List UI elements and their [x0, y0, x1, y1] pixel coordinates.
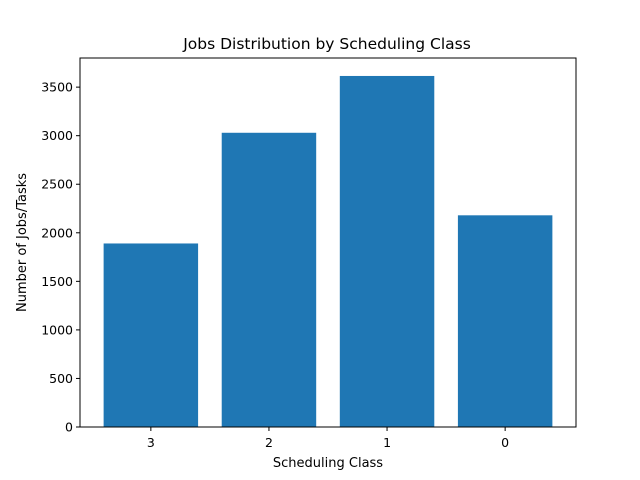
y-tick-label: 2500	[41, 177, 73, 192]
bar-class-0	[457, 215, 553, 427]
y-tick-label: 3500	[41, 80, 73, 95]
x-axis: 3 2 1 0	[147, 427, 509, 450]
bar-class-2	[221, 132, 317, 427]
bar-class-3	[103, 243, 199, 427]
x-tick-label: 2	[265, 435, 273, 450]
y-axis-label: Number of Jobs/Tasks	[15, 173, 30, 312]
x-tick-label: 0	[501, 435, 509, 450]
plot-area	[103, 75, 553, 427]
y-tick-label: 2000	[41, 225, 73, 240]
y-tick-label: 0	[65, 420, 73, 435]
x-axis-label: Scheduling Class	[273, 456, 383, 471]
x-tick-label: 1	[383, 435, 391, 450]
y-tick-label: 500	[49, 371, 73, 386]
y-axis: 0 500 1000 1500 2000 2500 3000 3500	[41, 80, 80, 435]
y-tick-label: 1500	[41, 274, 73, 289]
x-tick-label: 3	[147, 435, 155, 450]
bar-class-1	[339, 75, 435, 427]
plot-frame	[79, 57, 577, 428]
chart-title: Jobs Distribution by Scheduling Class	[182, 35, 471, 53]
y-tick-label: 3000	[41, 128, 73, 143]
y-tick-label: 1000	[41, 322, 73, 337]
